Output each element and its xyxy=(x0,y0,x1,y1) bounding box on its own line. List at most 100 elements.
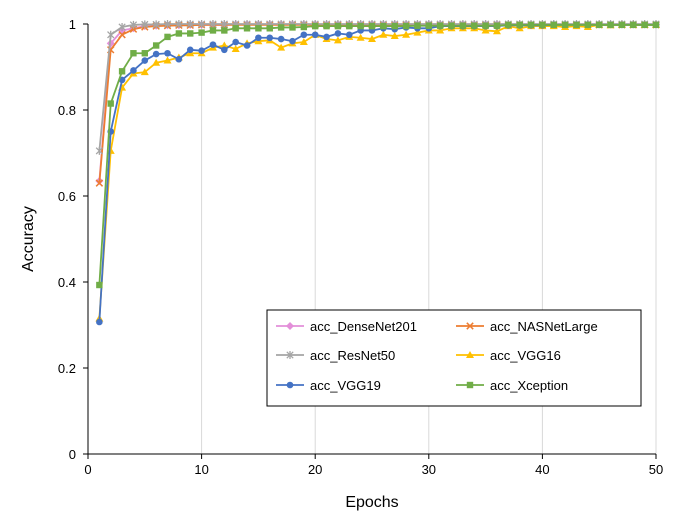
data-point-acc-xception xyxy=(141,50,148,57)
data-point-acc-xception xyxy=(561,21,569,29)
data-point-acc-xception xyxy=(300,23,308,31)
data-point-acc-xception xyxy=(187,30,194,37)
data-point-acc-vgg19 xyxy=(232,38,239,46)
legend-swatch-marker xyxy=(466,381,474,389)
legend-label: acc_ResNet50 xyxy=(310,348,395,363)
data-point-acc-vgg16 xyxy=(402,30,411,38)
data-point-acc-vgg19 xyxy=(243,42,251,49)
data-point-acc-resnet50 xyxy=(163,20,172,28)
series-acc-resnet50 xyxy=(95,20,660,155)
data-point-acc-vgg19 xyxy=(277,35,285,43)
data-point-acc-xception xyxy=(573,21,580,29)
x-axis-title: Epochs xyxy=(345,494,398,511)
legend-item-acc-vgg19: acc_VGG19 xyxy=(276,378,381,393)
data-point-acc-vgg19 xyxy=(141,57,149,64)
data-point-acc-xception xyxy=(618,21,626,29)
data-point-acc-xception xyxy=(175,30,183,37)
data-point-acc-xception xyxy=(130,50,137,57)
data-point-acc-vgg19 xyxy=(186,46,194,54)
data-point-acc-xception xyxy=(232,25,239,32)
data-point-acc-vgg19 xyxy=(164,49,171,57)
y-tick-label: 0.6 xyxy=(58,189,76,204)
data-point-acc-xception xyxy=(471,22,478,29)
data-point-acc-xception xyxy=(357,22,364,30)
data-point-acc-xception xyxy=(255,25,262,32)
data-point-acc-xception xyxy=(96,281,103,289)
legend-swatch-marker xyxy=(286,381,294,389)
data-point-acc-xception xyxy=(152,42,160,49)
data-point-acc-vgg16 xyxy=(333,36,342,44)
series-line-acc-xception xyxy=(98,23,656,286)
data-point-acc-vgg16 xyxy=(231,44,240,52)
data-point-acc-xception xyxy=(652,21,660,29)
data-point-acc-xception xyxy=(425,22,432,29)
legend-item-acc-resnet50: acc_ResNet50 xyxy=(276,348,395,363)
legend-label: acc_VGG19 xyxy=(310,378,381,393)
data-point-acc-xception xyxy=(448,22,455,29)
data-point-acc-vgg19 xyxy=(289,37,296,45)
data-point-acc-resnet50 xyxy=(175,20,183,28)
data-point-acc-vgg19 xyxy=(130,67,137,74)
data-point-acc-vgg16 xyxy=(379,30,388,38)
data-point-acc-vgg16 xyxy=(140,68,149,76)
data-point-acc-vgg16 xyxy=(492,27,501,35)
data-point-acc-xception xyxy=(607,21,614,29)
data-point-acc-vgg19 xyxy=(311,31,319,39)
data-point-acc-resnet50 xyxy=(209,20,217,28)
data-point-acc-xception xyxy=(482,22,489,29)
data-point-acc-xception xyxy=(243,25,251,32)
series-lines xyxy=(95,20,660,326)
x-tick-label: 50 xyxy=(649,462,663,477)
series-line-acc-densenet201 xyxy=(98,23,656,182)
legend-item-acc-nasnetlarge: acc_NASNetLarge xyxy=(456,319,598,334)
data-point-acc-resnet50 xyxy=(107,30,115,39)
data-point-acc-xception xyxy=(289,24,296,31)
data-point-acc-resnet50 xyxy=(220,20,228,28)
data-point-acc-vgg16 xyxy=(220,41,229,49)
series-line-acc-vgg16 xyxy=(98,23,656,319)
data-point-acc-xception xyxy=(266,25,273,32)
legend-label: acc_NASNetLarge xyxy=(490,319,598,334)
x-tick-label: 40 xyxy=(535,462,549,477)
data-point-acc-xception xyxy=(277,24,285,31)
tick-labels: 0 10 20 30 40 50 0 0.2 0.4 0.6 0.8 1 xyxy=(58,17,663,477)
series-line-acc-nasnetlarge xyxy=(98,23,656,184)
data-point-acc-resnet50 xyxy=(197,20,206,28)
legend-swatch-marker xyxy=(466,322,474,330)
data-point-acc-nasnetlarge xyxy=(95,179,104,187)
data-point-acc-vgg19 xyxy=(345,31,353,39)
legend-label: acc_VGG16 xyxy=(490,348,561,363)
data-point-acc-xception xyxy=(380,22,387,30)
data-point-acc-resnet50 xyxy=(95,146,104,155)
data-point-acc-xception xyxy=(209,27,217,34)
legend-swatch-marker xyxy=(286,351,294,359)
data-point-acc-xception xyxy=(221,27,228,34)
series-line-acc-vgg19 xyxy=(98,23,656,323)
y-tick-label: 0.2 xyxy=(58,361,76,376)
series-acc-vgg16 xyxy=(95,20,660,322)
y-tick-label: 0.8 xyxy=(58,103,76,118)
series-acc-vgg19 xyxy=(96,21,660,326)
legend-label: acc_Xception xyxy=(490,378,568,393)
data-point-acc-vgg19 xyxy=(334,30,342,37)
data-point-acc-vgg16 xyxy=(436,26,445,34)
data-point-acc-vgg16 xyxy=(299,38,308,46)
y-tick-label: 0 xyxy=(69,447,76,462)
data-point-acc-xception xyxy=(550,21,557,29)
data-point-acc-resnet50 xyxy=(141,20,149,29)
data-point-acc-resnet50 xyxy=(186,20,194,28)
legend: acc_DenseNet201 acc_NASNetLarge acc_ResNet… xyxy=(266,309,642,407)
legend-item-acc-xception: acc_Xception xyxy=(456,378,568,393)
data-point-acc-vgg19 xyxy=(221,46,228,54)
data-point-acc-vgg19 xyxy=(198,47,205,54)
data-point-acc-vgg19 xyxy=(175,55,183,63)
data-point-acc-vgg19 xyxy=(300,31,308,39)
data-point-acc-xception xyxy=(584,21,592,29)
data-point-acc-vgg16 xyxy=(356,33,365,41)
legend-label: acc_DenseNet201 xyxy=(310,319,417,334)
data-point-acc-xception xyxy=(107,100,114,107)
data-point-acc-xception xyxy=(641,21,648,29)
data-point-acc-xception xyxy=(459,22,467,29)
data-point-acc-vgg16 xyxy=(413,28,422,36)
